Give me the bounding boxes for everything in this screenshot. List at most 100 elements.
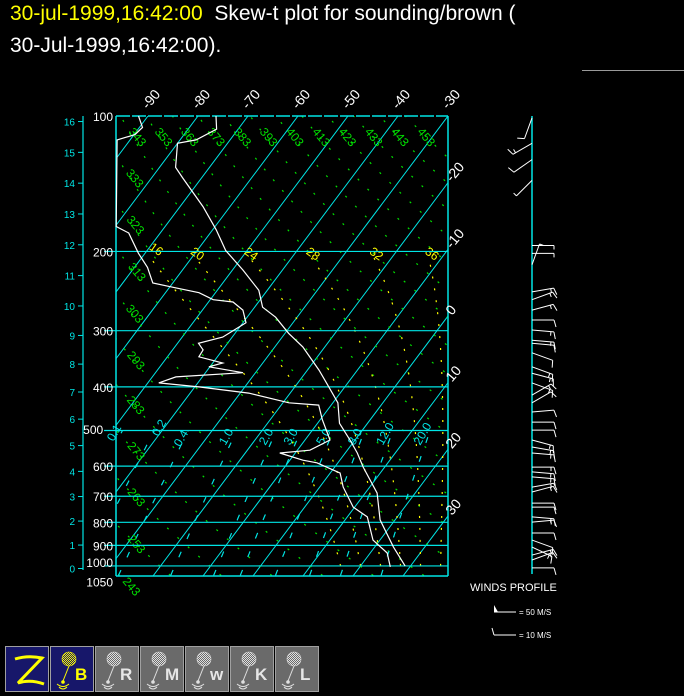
- isotherm-line: [116, 116, 199, 227]
- moist-adiabat-label: 28: [304, 244, 323, 263]
- wind-barb-barb: [551, 390, 554, 398]
- mixing-ratio-label: 20.0: [411, 420, 435, 448]
- wind-barb: [531, 546, 553, 557]
- dry-adiabat-label: 243: [120, 574, 144, 599]
- pressure-tick-label: 400: [93, 381, 113, 395]
- title-date: 30-jul-1999,16:42:00: [10, 2, 203, 25]
- isotherm-line: [453, 116, 684, 576]
- dry-adiabat-line: [327, 116, 448, 237]
- wind-barb: [531, 291, 553, 301]
- dry-adiabat-label: 353: [152, 125, 176, 150]
- balloon-icon: [146, 651, 167, 690]
- wind-barb-barb: [507, 148, 514, 155]
- pressure-tick-label: 300: [93, 325, 113, 339]
- dry-adiabat-line: [171, 116, 448, 405]
- height-tick-label: 8: [69, 360, 75, 371]
- wind-legend-barb-flag: [494, 605, 498, 612]
- wind-barb: [531, 482, 554, 488]
- wind-barb: [531, 372, 554, 380]
- wind-barb-half-barb: [548, 373, 551, 378]
- mixing-ratio-label: 2.0: [256, 426, 277, 448]
- mixing-ratio-line: [274, 430, 334, 576]
- wind-barb: [531, 439, 554, 447]
- wind-barb-barb: [553, 454, 556, 463]
- wind-barb-barb: [553, 519, 557, 528]
- wind-barb: [531, 339, 554, 343]
- wind-barb: [531, 287, 554, 293]
- wind-barb: [531, 342, 554, 346]
- wind-barb-barb: [552, 552, 558, 559]
- divider: [582, 70, 684, 71]
- dry-adiabat-label: 393: [257, 125, 281, 150]
- wind-barb-barb: [552, 486, 558, 493]
- dry-adiabat-label: 273: [124, 439, 148, 464]
- wind-barb-barb: [553, 429, 557, 438]
- wind-barb-barb: [550, 556, 553, 564]
- height-tick-label: 1: [69, 541, 75, 552]
- dry-adiabat-label: 403: [283, 125, 307, 150]
- pressure-tick-label: 200: [93, 245, 113, 259]
- wind-barb: [531, 243, 540, 265]
- mixing-ratio-line: [309, 430, 366, 576]
- mixing-ratio-label: 5.0: [313, 426, 334, 448]
- wind-barb-barb: [553, 506, 557, 515]
- wind-barb-half-barb: [547, 554, 550, 559]
- mixing-ratio-line: [239, 430, 302, 576]
- wind-barb: [531, 476, 554, 480]
- height-tick-label: 2: [69, 517, 75, 528]
- isotherm-label: -90: [138, 86, 163, 112]
- wind-barb-barb: [551, 374, 554, 382]
- height-tick-label: 11: [65, 272, 76, 283]
- toolbar-button-k[interactable]: K: [230, 646, 274, 692]
- dry-adiabat-label: 433: [362, 125, 386, 150]
- wind-legend-label: = 10 M/S: [519, 631, 551, 640]
- wind-barb-barb: [508, 167, 515, 173]
- wind-barb-half-barb: [548, 444, 551, 449]
- wind-barb-barb: [553, 483, 558, 491]
- pressure-tick-label: 700: [93, 490, 113, 504]
- isotherm-line: [252, 315, 448, 576]
- toolbar-button-label: R: [120, 665, 133, 684]
- title-text: Skew-t plot for sounding/brown (: [214, 2, 516, 25]
- dry-adiabat-line: [116, 523, 171, 576]
- dry-adiabat-label: 253: [125, 532, 149, 557]
- plot-title-line2: 30-Jul-1999,16:42:00).: [10, 34, 222, 57]
- isotherm-label: -50: [338, 86, 363, 112]
- pressure-tick-label: 900: [93, 539, 113, 553]
- isotherm-label: -20: [442, 159, 467, 185]
- dry-adiabat-label: 423: [336, 125, 360, 150]
- dry-adiabat-line: [116, 200, 448, 527]
- dry-adiabat-line: [275, 116, 448, 291]
- toolbar-button-w[interactable]: w: [185, 646, 229, 692]
- balloon-icon: [281, 651, 302, 690]
- toolbar-button-r[interactable]: R: [95, 646, 139, 692]
- wind-barb: [531, 382, 553, 391]
- toolbar-button-b[interactable]: B: [50, 646, 94, 692]
- isotherm-label: 10: [442, 362, 464, 384]
- toolbar-button-label: K: [255, 665, 268, 684]
- toolbar-button-m[interactable]: M: [140, 646, 184, 692]
- wind-barb-half-barb: [513, 149, 516, 154]
- mixing-ratio-line: [213, 430, 277, 576]
- toolbar-button-l[interactable]: L: [275, 646, 319, 692]
- wind-barb-barb: [553, 342, 556, 350]
- height-tick-label: 9: [69, 331, 75, 342]
- wind-barb-half-barb: [548, 378, 551, 383]
- moist-adiabat-label: 16: [147, 240, 166, 259]
- isotherm-line: [152, 181, 448, 576]
- wind-barb-barb: [553, 409, 557, 418]
- height-tick-label: 3: [69, 493, 75, 504]
- toolbar-button-z[interactable]: [5, 646, 49, 692]
- wind-barb: [513, 159, 533, 173]
- mixing-ratio-line: [380, 430, 431, 576]
- dry-adiabat-line: [301, 116, 448, 264]
- wind-legend-title: WINDS PROFILE: [470, 582, 557, 594]
- wind-barb: [531, 516, 554, 520]
- wind-barb-barb: [553, 532, 557, 541]
- pressure-tick-label: 1050: [86, 575, 113, 589]
- isotherm-line: [116, 116, 399, 493]
- isotherm-label: 0: [442, 302, 459, 318]
- wind-barb: [531, 485, 554, 493]
- isotherm-label: -40: [388, 86, 413, 112]
- isotherm-label: -80: [188, 86, 213, 112]
